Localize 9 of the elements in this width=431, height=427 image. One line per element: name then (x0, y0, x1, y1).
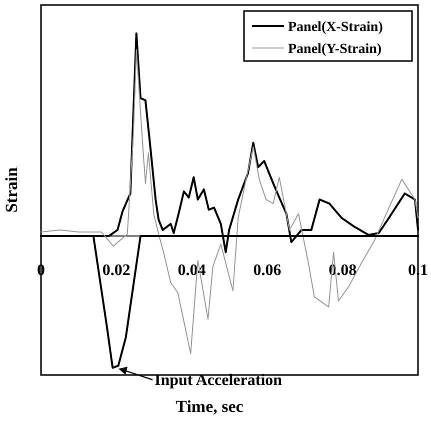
x-tick-label: 0.04 (178, 262, 206, 280)
x-tick-label: 0.02 (102, 262, 130, 280)
annotation: Input Acceleration (154, 372, 282, 389)
x-axis-title: Time, sec (176, 397, 244, 416)
x-tick-label: 0.08 (328, 262, 357, 280)
legend-label: Panel(X-Strain) (288, 20, 384, 35)
legend-label: Panel(Y-Strain) (288, 42, 382, 57)
y-axis-title: Strain (2, 166, 21, 213)
x-tick-label: 0.06 (253, 262, 282, 280)
